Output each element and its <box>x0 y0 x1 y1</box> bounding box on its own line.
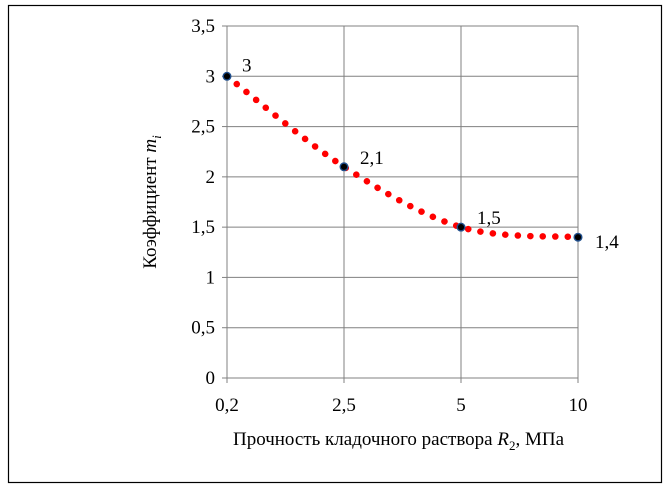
outer-border <box>7 4 663 484</box>
series-layer <box>222 71 583 242</box>
x-tick-label: 2,5 <box>332 395 356 416</box>
y-axis-title-group: Коэффициент mi <box>140 135 164 269</box>
x-tick-label: 0,2 <box>215 395 239 416</box>
y-tick-label: 0 <box>206 368 216 389</box>
y-tick-label: 2 <box>206 167 216 188</box>
data-label: 3 <box>242 55 252 76</box>
y-tick-label: 3,5 <box>191 16 215 37</box>
y-tick-label: 2,5 <box>191 117 215 138</box>
label-layer: 0 0,5 1 1,5 2 2,5 3 3,5 0,2 2,5 5 10 3 2,1 1,5 1,4 Прочн… <box>140 16 619 453</box>
series-line <box>223 73 582 241</box>
y-tick-label: 3 <box>206 66 216 87</box>
data-point <box>456 222 466 232</box>
y-axis-title: Коэффициент mi <box>140 135 164 269</box>
x-axis-title: Прочность кладочного раствора R2, МПа <box>233 429 565 453</box>
data-label: 2,1 <box>360 148 384 169</box>
data-point <box>222 71 232 81</box>
axis-layer <box>222 25 579 383</box>
y-tick-label: 1,5 <box>191 217 215 238</box>
x-tick-label: 10 <box>569 395 588 416</box>
data-point <box>573 232 583 242</box>
y-tick-label: 1 <box>206 267 216 288</box>
data-point <box>339 162 349 172</box>
grid-layer <box>227 25 579 378</box>
data-label: 1,4 <box>595 232 619 253</box>
x-tick-label: 5 <box>456 395 466 416</box>
y-tick-label: 0,5 <box>191 318 215 339</box>
data-label: 1,5 <box>477 208 501 229</box>
